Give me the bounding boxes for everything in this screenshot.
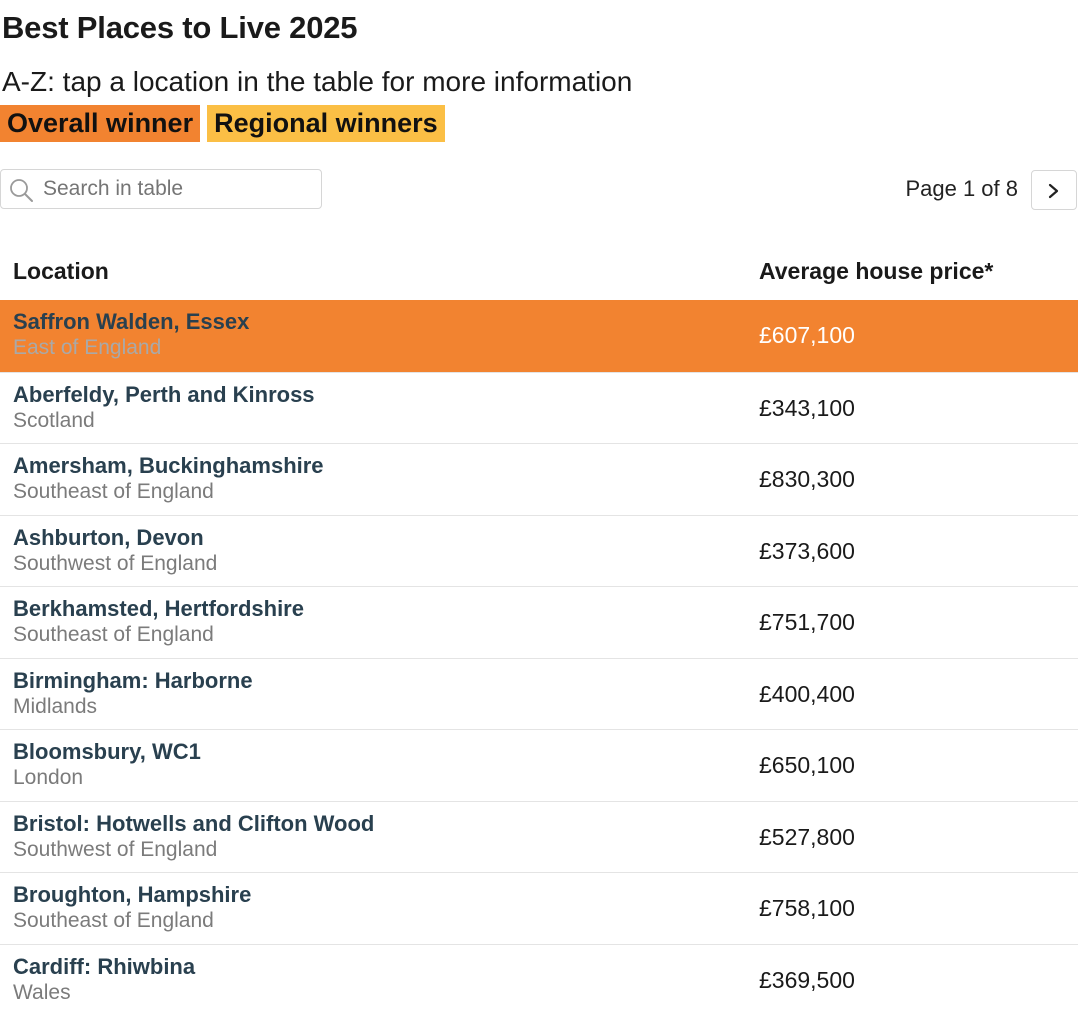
page-subtitle: A-Z: tap a location in the table for mor…	[2, 66, 632, 98]
legend-overall-winner: Overall winner	[0, 105, 200, 142]
location-name[interactable]: Broughton, Hampshire	[13, 882, 251, 908]
location-name[interactable]: Saffron Walden, Essex	[13, 309, 249, 335]
pagination-label: Page 1 of 8	[905, 176, 1018, 202]
location-region: Scotland	[13, 409, 95, 433]
location-region: Southeast of England	[13, 623, 214, 647]
next-page-button[interactable]	[1031, 170, 1077, 210]
locations-table: Location Average house price* Saffron Wa…	[0, 244, 1078, 1015]
location-name[interactable]: Bristol: Hotwells and Clifton Wood	[13, 811, 374, 837]
average-house-price: £751,700	[759, 609, 855, 636]
location-region: Midlands	[13, 695, 97, 719]
search-icon	[9, 178, 35, 204]
average-house-price: £758,100	[759, 895, 855, 922]
search-input[interactable]	[43, 174, 313, 204]
location-name[interactable]: Cardiff: Rhiwbina	[13, 954, 195, 980]
chevron-right-icon	[1047, 183, 1061, 199]
location-region: Wales	[13, 981, 71, 1005]
average-house-price: £373,600	[759, 538, 855, 565]
legend: Overall winner Regional winners	[0, 105, 445, 142]
location-region: Southwest of England	[13, 838, 217, 862]
location-name[interactable]: Bloomsbury, WC1	[13, 739, 201, 765]
location-name[interactable]: Birmingham: Harborne	[13, 668, 253, 694]
location-region: Southwest of England	[13, 552, 217, 576]
average-house-price: £607,100	[759, 322, 855, 349]
page-title: Best Places to Live 2025	[2, 10, 357, 46]
table-header: Location Average house price*	[0, 244, 1078, 300]
average-house-price: £400,400	[759, 681, 855, 708]
search-box[interactable]	[0, 169, 322, 209]
average-house-price: £830,300	[759, 466, 855, 493]
average-house-price: £527,800	[759, 824, 855, 851]
column-header-price[interactable]: Average house price*	[759, 258, 993, 285]
location-region: Southeast of England	[13, 480, 214, 504]
average-house-price: £650,100	[759, 752, 855, 779]
location-region: London	[13, 766, 83, 790]
legend-regional-winners: Regional winners	[207, 105, 445, 142]
location-name[interactable]: Aberfeldy, Perth and Kinross	[13, 382, 315, 408]
location-name[interactable]: Ashburton, Devon	[13, 525, 204, 551]
location-region: East of England	[13, 336, 161, 360]
location-name[interactable]: Berkhamsted, Hertfordshire	[13, 596, 304, 622]
location-region: Southeast of England	[13, 909, 214, 933]
location-name[interactable]: Amersham, Buckinghamshire	[13, 453, 324, 479]
average-house-price: £343,100	[759, 395, 855, 422]
column-header-location[interactable]: Location	[13, 258, 109, 285]
average-house-price: £369,500	[759, 967, 855, 994]
